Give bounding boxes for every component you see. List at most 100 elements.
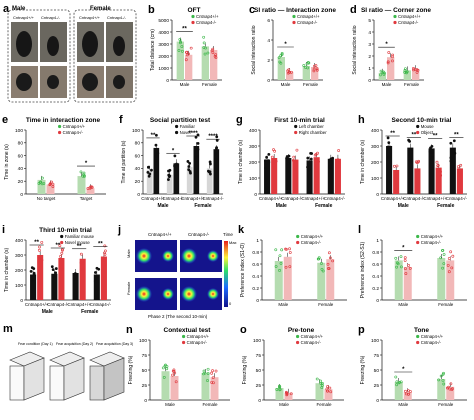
female-label: Female (90, 6, 111, 12)
panel-h: h Second 10-min trial 0 100 200 300 400 Time in… (358, 114, 468, 209)
data-point-p-1-1-2 (449, 382, 453, 386)
data-point-d-0-0-4 (379, 73, 382, 77)
data-point-b-0-1-2 (204, 46, 208, 50)
sig-label-e-0: * (85, 161, 88, 167)
panel-d: d SI ratio — Corner zone 0 1 2 3 4 5 Social inte… (350, 4, 431, 87)
x-tick-label-i-3: Cntnap4-/- (90, 302, 112, 307)
data-point-l-1-0-0 (403, 256, 407, 260)
data-point-l-1-1-5 (446, 263, 450, 267)
y-tick-label-f-5: 100 (132, 128, 140, 134)
data-point-f-1-3-0 (215, 135, 219, 139)
legend-label-l-0: Cntnap4+/+ (421, 234, 444, 239)
bar-f-0-2 (186, 167, 193, 194)
y-tick-label-i-0: 0 (20, 298, 23, 304)
y-tick-label-k-0: 0 (256, 298, 259, 304)
legend-label-i-1: Novel mouse (65, 240, 91, 245)
data-point-i-0-3-2 (93, 271, 97, 274)
panel-letter-m: m (3, 323, 13, 335)
panel-letter-p: p (358, 324, 365, 336)
data-point-k-1-1-3 (327, 251, 331, 255)
y-tick-label-i-2: 200 (15, 268, 23, 274)
data-point-o-0-0-5 (278, 385, 282, 389)
sig-label-i-0: ** (34, 240, 39, 246)
data-point-l-1-1-0 (451, 254, 455, 258)
data-point-b-1-1-5 (210, 49, 214, 52)
bar-h-0-0 (386, 146, 393, 194)
panel-p: p Tone 0 25 50 75 100 Freezing (%) Cntnap4+/+Cnt… (358, 324, 467, 407)
j-ko-label: Cntnap4-/- (188, 232, 210, 237)
bar-n-0-0 (161, 371, 170, 400)
y-tick-label-d-2: 2 (368, 54, 371, 60)
hotspot-1 (136, 248, 152, 264)
data-point-b-0-1-0 (203, 52, 207, 56)
hotspot-6 (162, 288, 174, 300)
data-point-g-1-1-3 (293, 166, 297, 170)
panel-letter-j: j (117, 224, 121, 236)
data-point-h-0-0-4 (387, 155, 391, 159)
y-tick-label-e-4: 80 (18, 141, 24, 147)
data-point-d-0-1-5 (403, 70, 407, 74)
chart-title-b: OFT (188, 7, 201, 14)
data-point-g-1-0-4 (273, 149, 277, 153)
y-tick-label-k-4: 0.8 (252, 250, 259, 256)
sig-label-b-0: ** (182, 27, 187, 33)
data-point-h-0-2-5 (429, 146, 432, 150)
data-point-p-0-1-0 (439, 374, 443, 378)
data-point-e-0-0-4 (38, 181, 42, 184)
panel-c: cSI ratio — Interaction zone 0 2 4 6 Social i… (249, 4, 336, 87)
legend-marker-e-1 (58, 130, 62, 135)
data-point-b-0-0-5 (180, 45, 184, 48)
data-point-l-1-1-2 (447, 270, 451, 274)
data-point-f-1-2-3 (193, 156, 197, 160)
data-point-c-1-1-5 (315, 68, 319, 72)
data-point-c-1-1-3 (312, 69, 316, 73)
data-point-b-0-0-3 (180, 49, 184, 53)
data-point-n-1-0-0 (171, 373, 174, 377)
data-point-g-0-3-2 (331, 156, 335, 160)
data-point-i-0-3-1 (95, 274, 99, 278)
sig-label-f-0: ** (151, 133, 156, 139)
chart-title-h: Second 10-min trial (392, 117, 452, 124)
data-point-f-1-3-3 (214, 157, 218, 161)
data-point-i-0-1-2 (54, 267, 58, 270)
data-point-h-1-0-2 (394, 174, 398, 178)
data-point-h-1-3-1 (456, 165, 460, 169)
legend-label-d-0: Cntnap4+/+ (398, 14, 421, 19)
y-tick-label-i-3: 300 (15, 253, 23, 259)
mouse-body-4 (113, 36, 125, 56)
chart-title-g: First 10-min trial (274, 117, 325, 124)
y-tick-label-p-1: 25 (374, 383, 380, 389)
data-point-i-1-0-3 (38, 245, 41, 249)
x-tick-label-h-3: Cntnap4-/- (446, 196, 468, 201)
j-wt-label: Cntnap4+/+ (148, 232, 172, 237)
data-point-i-1-3-4 (103, 253, 107, 256)
data-point-i-0-0-5 (32, 271, 36, 275)
data-point-b-1-0-5 (189, 46, 193, 50)
legend-label-b-0: Cntnap4+/+ (196, 14, 219, 19)
legend-marker-f-0 (175, 124, 179, 129)
bar-o-1-1 (324, 389, 333, 400)
data-point-g-0-1-4 (287, 154, 291, 158)
x-tick-label-l-1: Female (438, 302, 454, 307)
data-point-d-1-1-1 (412, 68, 415, 72)
y-tick-label-f-1: 20 (135, 179, 141, 185)
y-tick-label-d-3: 3 (368, 42, 371, 48)
data-point-f-0-2-4 (188, 161, 192, 165)
data-point-k-1-1-4 (326, 262, 330, 266)
legend-label-c-0: Cntnap4+/+ (297, 14, 320, 19)
bar-h-0-2 (428, 148, 435, 194)
fear-box-1: Fear condition (Day 1) (9, 342, 53, 401)
panel-g: g First 10-min trial 0 100 200 300 400 Time in … (236, 114, 346, 209)
data-point-g-1-3-3 (336, 158, 340, 162)
data-point-i-0-2-5 (74, 275, 77, 279)
data-point-d-1-0-4 (391, 55, 394, 59)
group-label-h-0: Male (398, 203, 409, 209)
data-point-h-1-3-5 (459, 163, 463, 167)
y-tick-label-o-2: 50 (256, 368, 262, 374)
y-axis-label-f: Time at partition (s) (121, 140, 127, 183)
y-tick-label-g-1: 100 (249, 176, 257, 182)
legend-label-n-0: Cntnap4+/+ (187, 334, 210, 339)
data-point-f-1-2-1 (196, 147, 200, 151)
data-point-p-0-1-3 (442, 382, 446, 386)
data-point-l-1-0-3 (407, 264, 411, 267)
